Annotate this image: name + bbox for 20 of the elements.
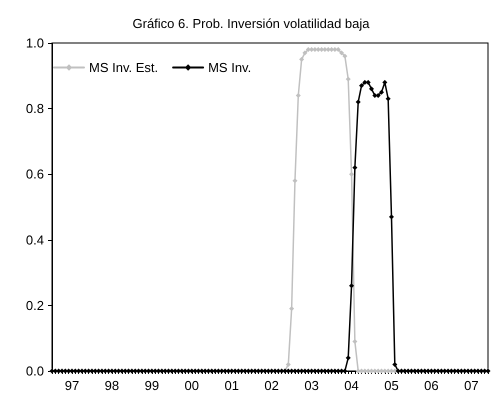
x-tick-label: 05 bbox=[384, 378, 399, 393]
x-tick-label: 99 bbox=[144, 378, 160, 393]
y-tick-label: 0.8 bbox=[26, 101, 44, 116]
x-tick-label: 07 bbox=[464, 378, 479, 393]
x-tick-label: 06 bbox=[424, 378, 439, 393]
y-tick-label: 0.6 bbox=[26, 166, 44, 182]
x-tick-label: 04 bbox=[344, 378, 359, 393]
y-tick-label: 0.4 bbox=[26, 232, 44, 248]
y-tick-label: 0.2 bbox=[26, 298, 44, 313]
x-tick-label: 01 bbox=[224, 378, 239, 393]
legend-label: MS Inv. bbox=[208, 60, 252, 75]
x-tick-label: 98 bbox=[104, 378, 120, 393]
legend-label: MS Inv. Est. bbox=[89, 60, 158, 75]
x-tick-label: 02 bbox=[264, 378, 279, 393]
x-tick-label: 97 bbox=[64, 378, 80, 393]
y-tick-label: 1.0 bbox=[26, 36, 44, 50]
chart-title: Gráfico 6. Prob. Inversión volatilidad baja bbox=[132, 16, 370, 31]
y-tick-label: 0.0 bbox=[26, 364, 44, 378]
x-tick-label: 00 bbox=[184, 378, 200, 393]
x-tick-label: 03 bbox=[304, 378, 319, 393]
